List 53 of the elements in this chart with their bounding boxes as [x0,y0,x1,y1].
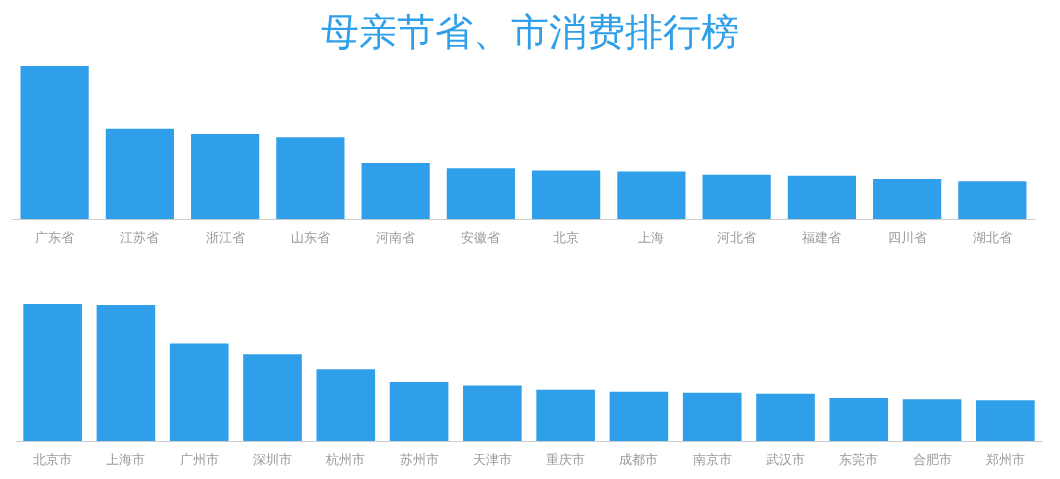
x-tick-label: 成都市 [619,452,659,467]
x-tick-label: 合肥市 [912,452,952,467]
x-tick-label: 安徽省 [461,230,501,245]
chart-title: 母亲节省、市消费排行榜 [321,10,739,54]
bar [958,181,1027,219]
bar [23,304,82,441]
bar [361,163,430,219]
bar [446,168,515,219]
x-tick-label: 浙江省 [205,230,245,245]
x-tick-label: 苏州市 [399,452,439,467]
bar [105,128,174,219]
bar [96,305,156,441]
x-tick-label: 广州市 [179,452,219,467]
bar [536,389,595,441]
bar [169,343,229,441]
bar [873,179,942,219]
bar [532,170,601,219]
bar [702,174,771,219]
x-tick-label: 河南省 [376,230,416,245]
x-tick-label: 江苏省 [120,230,160,245]
x-tick-label: 湖北省 [972,230,1012,245]
x-tick-label: 福建省 [802,230,842,245]
x-tick-label: 天津市 [472,452,512,467]
x-tick-label: 郑州市 [985,452,1025,467]
x-tick-label: 北京市 [33,452,73,467]
x-tick-label: 深圳市 [253,452,292,467]
x-tick-label: 四川省 [887,230,927,245]
bar [787,175,856,219]
bar [756,393,815,441]
x-tick-label: 武汉市 [766,452,805,467]
x-tick-label: 上海市 [106,452,146,467]
x-tick-label: 广东省 [35,230,75,245]
bar [243,354,302,441]
x-tick-label: 东莞市 [839,452,879,467]
bar [902,399,962,441]
bar [682,392,742,441]
bar [829,398,889,441]
x-tick-label: 河北省 [717,230,757,245]
x-tick-label: 杭州市 [325,452,366,467]
bar [316,369,376,441]
bar [276,137,345,219]
bar [463,385,522,441]
bar [191,133,260,219]
bar [617,171,686,219]
bar [20,66,89,219]
x-tick-label: 南京市 [692,452,732,467]
x-tick-label: 上海 [638,230,665,245]
x-tick-label: 重庆市 [546,452,586,467]
x-tick-label: 山东省 [290,230,330,245]
bar [389,382,449,441]
x-tick-label: 北京 [553,230,580,245]
bar [609,391,669,441]
bar [976,400,1035,441]
